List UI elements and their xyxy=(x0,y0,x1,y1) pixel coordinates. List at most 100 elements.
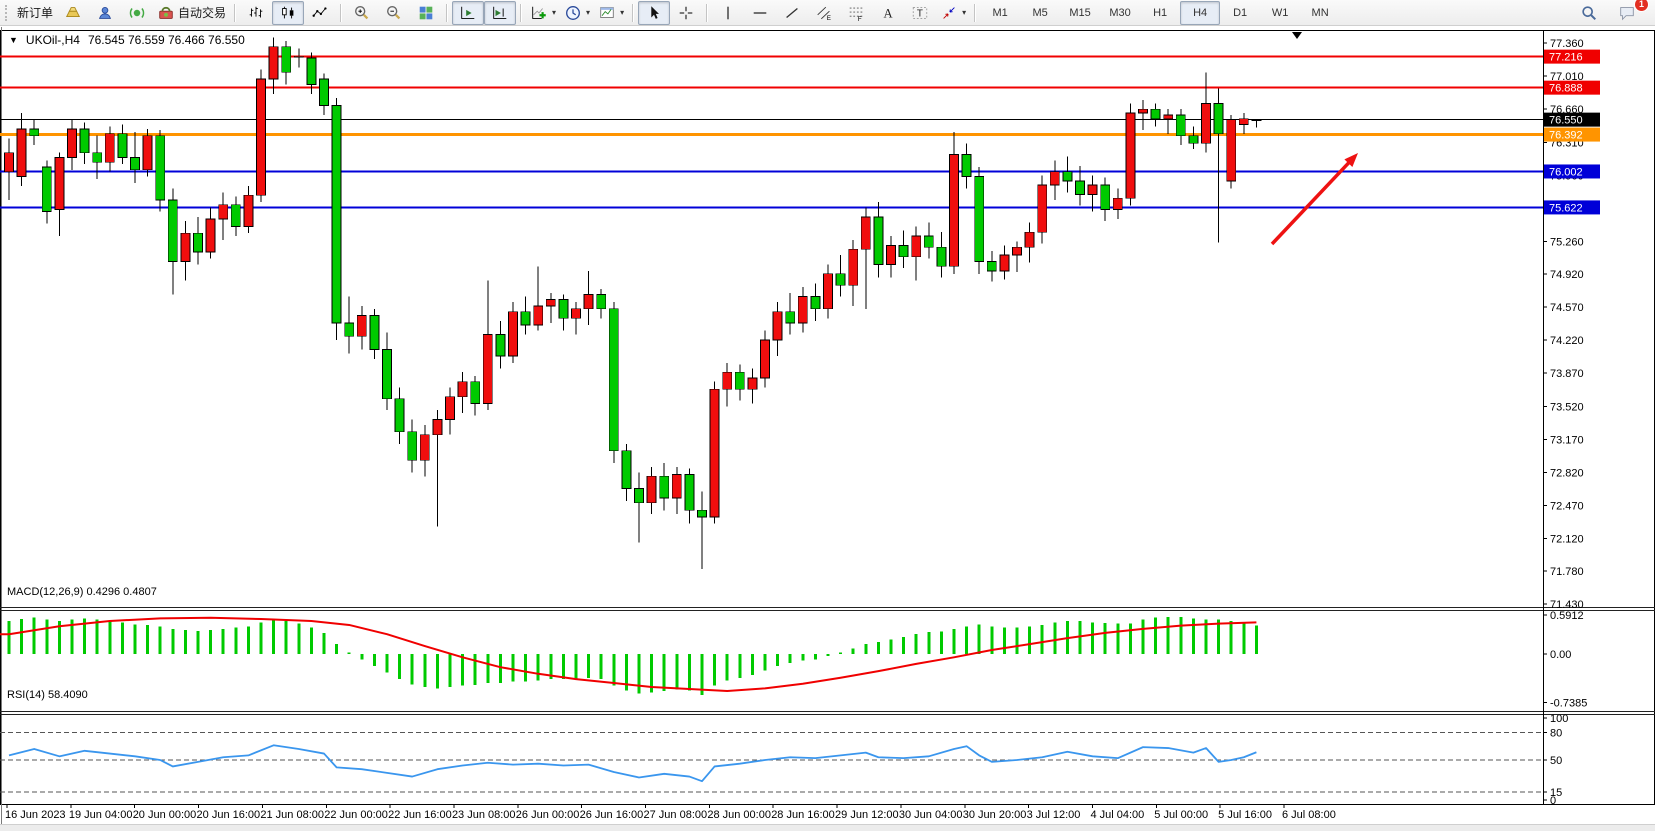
timeframe-h4-button[interactable]: H4 xyxy=(1180,0,1221,25)
crosshair-icon xyxy=(677,4,695,22)
clock-icon xyxy=(564,4,582,22)
candle-body xyxy=(835,273,846,286)
candle-body xyxy=(797,296,808,324)
text-icon: A xyxy=(879,4,897,22)
deposit-button[interactable] xyxy=(57,1,89,25)
time-axis-label: 30 Jun 20:00 xyxy=(963,809,1027,821)
chart-ohlc-values: 76.545 76.559 76.466 76.550 xyxy=(87,33,245,47)
candle-body xyxy=(986,261,997,272)
candle-body xyxy=(167,199,178,262)
time-axis-label: 29 Jun 12:00 xyxy=(835,809,899,821)
candle-body xyxy=(1100,184,1111,210)
equidistant-channel-button[interactable]: E xyxy=(808,1,840,25)
chart-canvas[interactable]: 77.36077.01076.66076.31075.96075.61075.2… xyxy=(0,27,1655,831)
indicators-list-button[interactable]: ▾ xyxy=(526,1,560,25)
rsi-scale-label: 15 xyxy=(1550,787,1562,799)
crosshair-button[interactable] xyxy=(670,1,702,25)
vertical-line-button[interactable] xyxy=(712,1,744,25)
bar-chart-button[interactable] xyxy=(240,1,272,25)
price-badge xyxy=(1544,164,1600,179)
new-order-button[interactable]: 新订单 xyxy=(13,1,57,25)
auto-scroll-button[interactable] xyxy=(452,0,485,25)
templates-button[interactable]: ▾ xyxy=(594,1,628,25)
candle-body xyxy=(1012,246,1022,256)
chart-shift-button[interactable] xyxy=(484,0,517,25)
tile-windows-button[interactable] xyxy=(410,1,442,25)
timeframe-w1-button[interactable]: W1 xyxy=(1271,6,1289,19)
expert-advisors-button[interactable] xyxy=(89,1,121,25)
template-icon xyxy=(598,4,616,22)
candle-body xyxy=(419,434,430,461)
candle-body xyxy=(495,333,506,357)
candle-body xyxy=(306,57,317,86)
zoom-in-button[interactable] xyxy=(346,1,378,25)
candle-body xyxy=(67,128,77,158)
bottom-strip xyxy=(0,824,1655,831)
arrow-annotation-head[interactable] xyxy=(1344,153,1358,167)
chart-dropdown-icon[interactable]: ▼ xyxy=(9,35,18,45)
price-tick-label: 73.170 xyxy=(1550,434,1584,446)
auto-trading-button[interactable]: 自动交易 xyxy=(153,1,230,25)
periods-button[interactable]: ▾ xyxy=(560,1,594,25)
text-label-button[interactable]: T xyxy=(904,1,936,25)
time-axis-label: 22 Jun 16:00 xyxy=(388,809,452,821)
price-badge xyxy=(1544,49,1600,64)
candle-body xyxy=(608,308,619,452)
rsi-scale-label: 0 xyxy=(1550,795,1556,807)
candle-body xyxy=(457,381,468,398)
chart-shift-marker[interactable] xyxy=(1292,32,1302,39)
search-button[interactable] xyxy=(1573,1,1605,25)
horizontal-line-button[interactable] xyxy=(744,1,776,25)
candle-body xyxy=(281,46,292,73)
channel-icon: E xyxy=(815,4,833,22)
timeframe-m1-button[interactable]: M1 xyxy=(992,6,1008,19)
timeframe-h1-button[interactable]: H1 xyxy=(1153,6,1168,19)
price-badge xyxy=(1544,127,1600,142)
candle-body xyxy=(760,339,770,379)
candle-body xyxy=(545,298,556,307)
price-badge-label: 76.888 xyxy=(1549,83,1583,95)
candle-body xyxy=(898,245,909,258)
arrows-button[interactable]: ▾ xyxy=(936,1,970,25)
toolbar-separator xyxy=(974,3,977,22)
candlestick-chart-button[interactable] xyxy=(272,0,305,25)
candle-body xyxy=(92,152,103,163)
time-axis-label: 21 Jun 08:00 xyxy=(260,809,324,821)
timeframe-mn-button[interactable]: MN xyxy=(1311,6,1329,19)
vertical-line-icon xyxy=(719,4,737,22)
trendline-button[interactable] xyxy=(776,1,808,25)
line-chart-button[interactable] xyxy=(304,1,336,25)
notifications-button[interactable]: 1 xyxy=(1611,0,1649,25)
dropdown-caret-icon: ▾ xyxy=(586,8,591,17)
candlestick-chart-icon xyxy=(279,4,297,22)
time-axis-label: 20 Jun 00:00 xyxy=(133,809,197,821)
candle-body xyxy=(659,475,670,499)
candle-body xyxy=(823,273,833,310)
dropdown-caret-icon: ▾ xyxy=(620,8,625,17)
candle-body xyxy=(520,311,531,326)
zoom-out-button[interactable] xyxy=(378,1,410,25)
timeframe-d1-button[interactable]: D1 xyxy=(1233,6,1248,19)
signals-button[interactable] xyxy=(121,1,153,25)
main-toolbar: 新订单 自动交易 ▾ ▾ ▾ E F A T ▾ M1 M5 M15 M30 H1 H4 D1 W1 MN 1 xyxy=(0,0,1655,26)
chart-frame xyxy=(0,30,1655,805)
rsi-indicator-label: RSI(14) 58.4090 xyxy=(7,689,88,701)
candle-body xyxy=(860,216,871,250)
timeframe-m5-button[interactable]: M5 xyxy=(1032,6,1048,19)
zoom-in-icon xyxy=(353,4,371,22)
price-badge xyxy=(1544,112,1600,127)
price-tick-label: 71.780 xyxy=(1550,566,1584,578)
candle-body xyxy=(130,157,140,171)
arrow-annotation-shaft[interactable] xyxy=(1270,160,1352,246)
timeframe-m30-button[interactable]: M30 xyxy=(1109,6,1131,19)
candle-body xyxy=(923,235,934,248)
time-axis-label: 28 Jun 16:00 xyxy=(771,809,835,821)
toolbar-separator xyxy=(520,3,523,22)
fibonacci-button[interactable]: F xyxy=(840,1,872,25)
macd-indicator-label: MACD(12,26,9) 0.4296 0.4807 xyxy=(7,586,157,598)
timeframe-m15-button[interactable]: M15 xyxy=(1069,6,1091,19)
price-tick-label: 74.570 xyxy=(1550,302,1584,314)
text-button[interactable]: A xyxy=(872,1,904,25)
cursor-button[interactable] xyxy=(638,0,671,25)
candle-body xyxy=(873,216,884,265)
